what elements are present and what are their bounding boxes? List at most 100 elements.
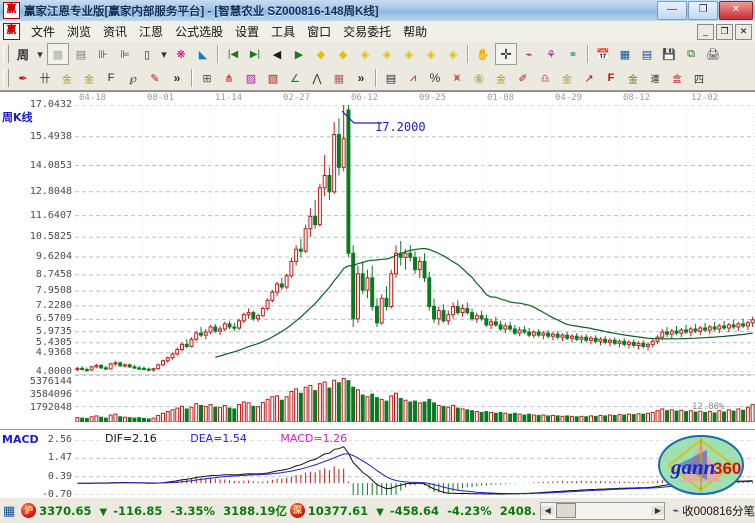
zoom-in-icon[interactable]: ◈ xyxy=(360,48,370,61)
gann-square-icon[interactable]: ▧ xyxy=(267,72,279,85)
gold-ratio-2-icon[interactable]: 金 xyxy=(84,74,94,86)
menu-item-formula-stock-pick[interactable]: 公式选股 xyxy=(175,25,224,39)
percent-lines-icon[interactable]: ⩙ xyxy=(453,71,461,84)
pen-lines-icon[interactable]: ✐ xyxy=(518,72,528,85)
crosshair-tool-icon[interactable]: ✛ xyxy=(495,43,517,65)
macd-panel[interactable]: MACD DIF=2.16 DEA=1.54 MACD=1.26 2.56 1.4… xyxy=(0,429,755,498)
percent-fan-icon[interactable]: ⩘ xyxy=(409,71,417,84)
save-icon[interactable]: 💾 xyxy=(662,48,676,61)
volume-plot[interactable] xyxy=(75,374,755,422)
x-axis-tick: 01-08 xyxy=(487,93,515,103)
box-cn-icon[interactable]: 盒 xyxy=(672,73,682,84)
flag-icon[interactable]: ◣ xyxy=(198,48,208,61)
zoom-out-icon[interactable]: ◈ xyxy=(382,48,392,61)
x-axis-tick: 06-12 xyxy=(351,93,379,103)
more-tools-1-chevron[interactable]: » xyxy=(173,71,181,85)
scroll-left-arrow[interactable]: ◀ xyxy=(541,506,555,515)
copy-icon[interactable]: ⧉ xyxy=(687,47,695,60)
minimize-button[interactable]: — xyxy=(657,1,687,20)
period-week-button[interactable]: 周 xyxy=(16,47,29,62)
notes-icon[interactable]: ▤ xyxy=(641,48,653,61)
more-tools-2-chevron[interactable]: » xyxy=(357,71,365,85)
slope-f-icon[interactable]: F xyxy=(607,72,615,84)
menu-item-tools[interactable]: 工具 xyxy=(271,25,296,39)
multi-chart-9-icon[interactable]: ⊫ xyxy=(120,48,130,61)
mdi-close-button[interactable]: ✕ xyxy=(735,24,752,40)
price-plot[interactable]: 17.2000 xyxy=(75,105,755,372)
hand-tool-icon[interactable]: ✋ xyxy=(476,48,490,61)
angle-line-icon[interactable]: ∠ xyxy=(290,72,300,85)
menu-item-trade[interactable]: 交易委托 xyxy=(343,25,392,39)
gold-lines-icon[interactable]: 金 xyxy=(496,74,506,86)
status-scrollbar[interactable]: ◀ ▶ xyxy=(540,501,666,520)
candle-style-icon[interactable]: ▩ xyxy=(47,43,69,65)
calendar-icon[interactable]: 📅 xyxy=(596,48,610,61)
toolbar-grip-2[interactable] xyxy=(3,69,9,87)
mdi-restore-button[interactable]: ❐ xyxy=(716,24,733,40)
menu-item-window[interactable]: 窗口 xyxy=(307,25,332,39)
peak-price-annotation: 17.2000 xyxy=(375,120,426,134)
four-icon[interactable]: 四 xyxy=(694,74,704,86)
right-percent-label: 12.80% xyxy=(692,402,725,412)
formula-icon[interactable]: ❋ xyxy=(176,48,186,61)
fit-icon[interactable]: ◈ xyxy=(448,48,458,61)
shenzhen-index-row[interactable]: 10377.61 ▼ -458.64 -4.23% 2408. xyxy=(308,504,536,518)
pen-tool-icon[interactable]: ✒ xyxy=(18,72,28,85)
box-tool-icon[interactable]: ⊞ xyxy=(202,72,212,85)
percent-icon[interactable]: % xyxy=(429,71,441,85)
next-icon[interactable]: ▶ xyxy=(294,48,304,61)
toolbar2-separator-2 xyxy=(375,69,377,87)
link-icon[interactable]: 連 xyxy=(650,73,660,84)
shanghai-index-row[interactable]: 3370.65 ▼ -116.85 -3.35% 3188.19亿 xyxy=(39,503,287,519)
zoom-left-icon[interactable]: ◆ xyxy=(316,48,326,61)
price-y-tick: 17.0432 xyxy=(29,99,72,110)
table-icon[interactable]: ▦ xyxy=(619,48,631,61)
gold-ratio-1-icon[interactable]: 金 xyxy=(62,74,72,86)
menu-item-browse[interactable]: 浏览 xyxy=(67,25,92,39)
toolbar-grip[interactable] xyxy=(3,45,9,63)
menu-item-file[interactable]: 文件 xyxy=(31,25,56,39)
menu-item-gann[interactable]: 江恩 xyxy=(139,25,164,39)
candle-dropdown-caret[interactable]: ▾ xyxy=(161,48,167,61)
scroll-right-arrow[interactable]: ▶ xyxy=(651,506,665,515)
mdi-minimize-button[interactable]: _ xyxy=(697,24,714,40)
slope-gold-icon[interactable]: 金 xyxy=(628,74,638,86)
draw-line-icon[interactable]: ⌁ xyxy=(525,48,533,61)
zoom-right-icon[interactable]: ◆ xyxy=(338,48,348,61)
last-page-icon[interactable]: ▶| xyxy=(249,48,261,60)
gold-box-icon[interactable]: 金 xyxy=(562,74,572,86)
f-lines-icon[interactable]: F xyxy=(107,72,115,84)
gann-box-icon[interactable]: ▨ xyxy=(245,72,257,85)
contract-icon[interactable]: ◈ xyxy=(426,48,436,61)
grid-square-icon[interactable]: ▦ xyxy=(333,72,345,85)
first-page-icon[interactable]: |◀ xyxy=(227,48,239,60)
sz-index-value: 10377.61 xyxy=(307,503,369,518)
scroll-thumb[interactable] xyxy=(556,503,577,518)
x-axis-tick: 08-12 xyxy=(623,93,651,103)
menu-item-news[interactable]: 资讯 xyxy=(103,25,128,39)
report-icon[interactable]: ▤ xyxy=(75,48,87,61)
zigzag-icon[interactable]: ⋀ xyxy=(312,72,322,85)
multi-chart-3-icon[interactable]: ⊪ xyxy=(98,48,108,61)
brain-icon[interactable]: ⚭ xyxy=(568,48,578,61)
menu-item-help[interactable]: 帮助 xyxy=(403,25,428,39)
fan-lines-icon[interactable]: ⋔ xyxy=(224,72,234,85)
prev-icon[interactable]: ◀ xyxy=(272,48,282,61)
ladder-icon[interactable]: ▤ xyxy=(385,72,397,85)
gann-fan-icon[interactable]: ⚘ xyxy=(546,48,556,61)
chart-area[interactable]: 周K线 04-18 08-01 11-14 02-27 06-12 09-25 01-08 0… xyxy=(0,91,755,498)
menu-item-settings[interactable]: 设置 xyxy=(235,25,260,39)
marker-icon[interactable]: ✎ xyxy=(150,72,160,85)
gold-circle-icon[interactable]: ㊎ xyxy=(474,74,484,86)
single-candle-icon[interactable]: ▯ xyxy=(143,48,151,61)
spiral-icon[interactable]: ℘ xyxy=(129,72,137,85)
grid-view-icon[interactable]: ▦ xyxy=(3,502,16,518)
expand-icon[interactable]: ◈ xyxy=(404,48,414,61)
maximize-button[interactable]: ❐ xyxy=(688,1,718,20)
print-icon[interactable]: 🖨 xyxy=(706,48,720,61)
close-button[interactable]: ✕ xyxy=(719,1,753,20)
slope-j-icon[interactable]: ↗ xyxy=(584,72,594,85)
grid-lines-icon[interactable]: 卄 xyxy=(39,73,51,85)
period-dropdown-caret[interactable]: ▾ xyxy=(37,48,43,61)
arc-icon[interactable]: ♎ xyxy=(540,72,550,85)
